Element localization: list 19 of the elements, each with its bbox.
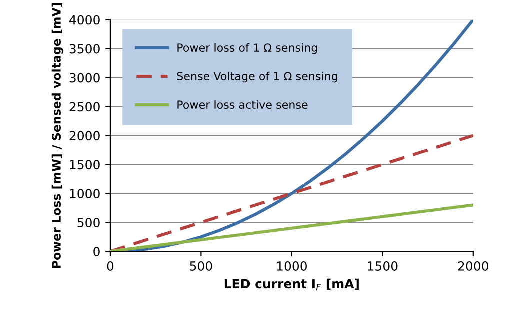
y-tick-label: 4000 [70,15,100,25]
legend-label: Power loss of 1 Ω sensing [178,43,318,54]
x-tick-label: 500 [190,262,212,271]
y-tick-label: 0 [94,247,100,256]
y-tick-label: 2500 [70,102,100,112]
y-tick-label: 3500 [70,44,100,54]
y-tick-label: 1500 [70,160,100,170]
x-tick-label: 0 [107,262,114,271]
y-axis-title: Power Loss [mW] / Sensed voltage [mV] [52,3,64,268]
x-tick-label: 1500 [368,262,398,271]
legend-label: Power loss active sense [178,100,308,110]
y-tick-label: 3000 [70,73,100,83]
y-tick-label: 2000 [70,131,100,141]
y-tick-label: 500 [78,218,100,228]
x-tick-label: 2000 [458,262,488,271]
x-axis-title: LED current I$_{F}$ [mA] [224,278,359,290]
legend-label: Sense Voltage of 1 Ω sensing [177,72,338,83]
y-tick-label: 1000 [70,189,100,199]
x-tick-label: 1000 [277,262,308,271]
